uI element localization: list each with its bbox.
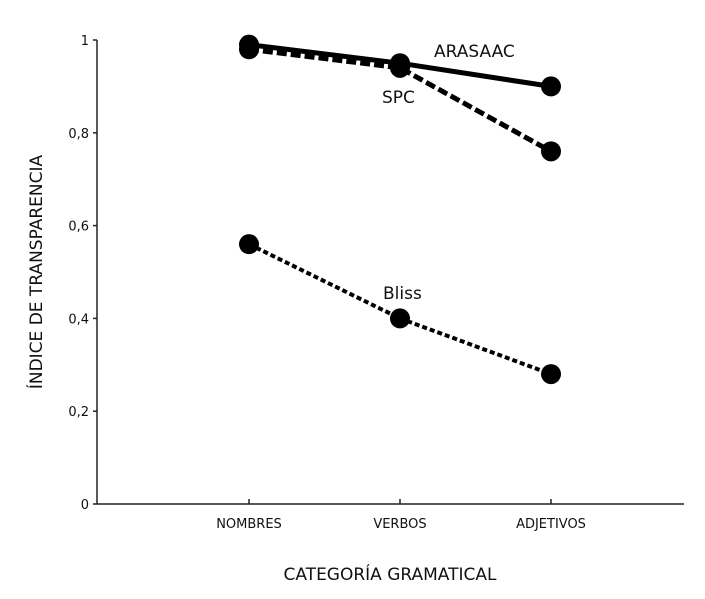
x-tick-label: ADJETIVOS	[516, 517, 586, 532]
x-tick-label: VERBOS	[373, 517, 426, 532]
data-point-bliss	[541, 364, 561, 385]
y-tick-label: 0	[81, 498, 89, 513]
series-label-spc: SPC	[382, 88, 415, 108]
x-tick-label: NOMBRES	[216, 517, 282, 532]
data-point-spc	[239, 39, 259, 60]
y-tick-label: 1	[81, 34, 89, 49]
data-point-spc	[541, 141, 561, 162]
y-tick-label: 0,8	[68, 127, 89, 142]
y-tick-label: 0,4	[68, 312, 89, 327]
y-tick-label: 0,2	[68, 405, 89, 420]
data-point-bliss	[239, 234, 259, 255]
y-axis-label: ÍNDICE DE TRANSPARENCIA	[25, 154, 47, 389]
data-point-bliss	[390, 308, 410, 329]
series-label-arasaac: ARASAAC	[434, 42, 515, 62]
y-tick-label: 0,6	[68, 220, 89, 235]
data-point-arasaac	[541, 76, 561, 97]
series-label-bliss: Bliss	[383, 284, 422, 304]
x-axis-label: CATEGORÍA GRAMATICAL	[284, 563, 498, 585]
data-point-spc	[390, 57, 410, 78]
series-line-spc	[248, 46, 553, 154]
